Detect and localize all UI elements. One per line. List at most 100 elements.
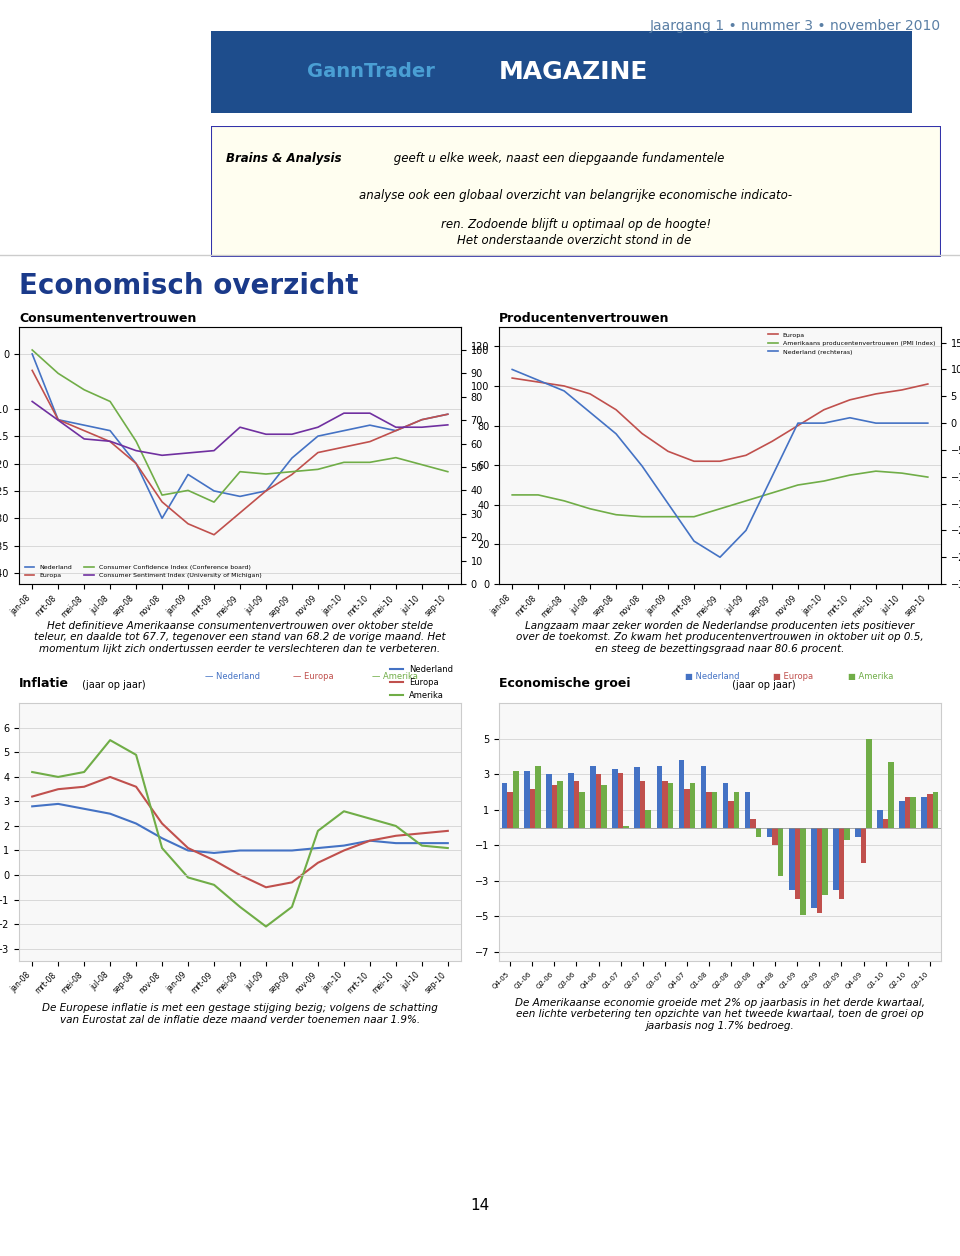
Bar xyxy=(927,794,932,828)
Bar xyxy=(767,828,773,836)
Consumer Confidence Index (Conference board) xyxy=(364,455,375,470)
Europa xyxy=(390,828,401,843)
Line: Nederland: Nederland xyxy=(33,804,447,853)
Text: Economisch overzicht: Economisch overzicht xyxy=(19,271,359,300)
Consumer Sentiment Index (University of Michigan) xyxy=(390,420,401,435)
Bar xyxy=(800,828,805,914)
Amerikaans producentenvertrouwen (PMI Index) xyxy=(636,509,648,524)
Text: Jaargang 1 • nummer 3 • november 2010: Jaargang 1 • nummer 3 • november 2010 xyxy=(650,19,941,33)
Nederland xyxy=(105,423,116,438)
Consumer Confidence Index (Conference board) xyxy=(416,457,427,472)
Europa xyxy=(208,528,220,543)
Consumer Sentiment Index (University of Michigan) xyxy=(286,427,298,442)
Bar xyxy=(778,828,783,875)
Line: Amerikaans producentenvertrouwen (PMI Index): Amerikaans producentenvertrouwen (PMI In… xyxy=(513,471,927,516)
Nederland (rechteras) xyxy=(533,373,544,388)
Europa xyxy=(442,824,453,839)
Text: ren. Zodoende blijft u optimaal op de hoogte!: ren. Zodoende blijft u optimaal op de ho… xyxy=(441,217,711,231)
Bar xyxy=(932,793,938,828)
Nederland (rechteras) xyxy=(662,496,674,511)
Text: GannTrader: GannTrader xyxy=(307,62,435,82)
Amerika xyxy=(131,747,142,762)
Nederland xyxy=(338,423,349,438)
Europa xyxy=(27,789,38,804)
Amerika xyxy=(208,877,220,892)
Consumer Sentiment Index (University of Michigan) xyxy=(156,447,168,462)
Text: ■ Nederland: ■ Nederland xyxy=(684,672,739,682)
Nederland (rechteras) xyxy=(636,458,648,474)
Bar xyxy=(910,798,916,828)
Bar xyxy=(508,793,513,828)
Consumer Confidence Index (Conference board) xyxy=(442,465,453,480)
Europa xyxy=(870,387,881,402)
Consumer Sentiment Index (University of Michigan) xyxy=(338,406,349,421)
Line: Europa: Europa xyxy=(33,777,447,887)
Europa xyxy=(53,412,64,427)
Consumer Confidence Index (Conference board) xyxy=(182,482,194,497)
Amerikaans producentenvertrouwen (PMI Index) xyxy=(559,494,570,509)
Text: analyse ook een globaal overzicht van belangrijke economische indicato-: analyse ook een globaal overzicht van be… xyxy=(359,188,793,202)
Bar xyxy=(596,775,601,828)
Bar xyxy=(574,781,579,828)
Europa xyxy=(79,779,90,794)
Bar xyxy=(733,793,739,828)
Amerikaans producentenvertrouwen (PMI Index) xyxy=(688,509,700,524)
Europa xyxy=(416,825,427,840)
Bar xyxy=(524,771,530,828)
Nederland (rechteras) xyxy=(818,416,829,431)
Amerikaans producentenvertrouwen (PMI Index) xyxy=(585,501,596,516)
Nederland xyxy=(182,843,194,858)
Consumer Sentiment Index (University of Michigan) xyxy=(105,433,116,448)
Europa xyxy=(364,435,375,450)
Europa xyxy=(338,843,349,858)
Consumer Confidence Index (Conference board) xyxy=(131,433,142,448)
Nederland xyxy=(131,456,142,471)
Nederland xyxy=(182,467,194,482)
Bar xyxy=(900,801,905,828)
Legend: Nederland, Europa, Consumer Confidence Index (Conference board), Consumer Sentim: Nederland, Europa, Consumer Confidence I… xyxy=(22,561,264,582)
Nederland (rechteras) xyxy=(585,404,596,420)
Europa xyxy=(662,443,674,458)
Europa xyxy=(312,445,324,460)
Consumer Sentiment Index (University of Michigan) xyxy=(416,420,427,435)
Amerika xyxy=(338,804,349,819)
Bar xyxy=(684,789,689,828)
Bar xyxy=(789,828,795,889)
Text: ■ Europa: ■ Europa xyxy=(773,672,813,682)
Amerika xyxy=(312,824,324,839)
Europa xyxy=(260,484,272,499)
Nederland xyxy=(53,412,64,427)
Text: 14: 14 xyxy=(470,1198,490,1213)
Amerika xyxy=(182,870,194,885)
Nederland xyxy=(208,845,220,860)
Amerikaans producentenvertrouwen (PMI Index) xyxy=(740,494,752,509)
Europa xyxy=(105,770,116,785)
Nederland (rechteras) xyxy=(611,426,622,441)
Amerikaans producentenvertrouwen (PMI Index) xyxy=(766,485,778,500)
Text: ■ Amerika: ■ Amerika xyxy=(848,672,894,682)
Nederland (rechteras) xyxy=(688,534,700,549)
Consumer Sentiment Index (University of Michigan) xyxy=(131,443,142,458)
Bar xyxy=(568,772,574,828)
Nederland xyxy=(260,484,272,499)
Bar xyxy=(751,819,756,828)
Bar xyxy=(701,765,707,828)
Consumer Confidence Index (Conference board) xyxy=(234,465,246,480)
Text: Economische groei: Economische groei xyxy=(499,677,631,691)
Bar xyxy=(640,781,645,828)
FancyBboxPatch shape xyxy=(211,31,912,113)
Nederland xyxy=(364,418,375,433)
Nederland (rechteras) xyxy=(714,550,726,565)
Europa xyxy=(234,505,246,520)
Nederland (rechteras) xyxy=(766,470,778,485)
Bar xyxy=(552,785,557,828)
Bar xyxy=(795,828,800,899)
Bar xyxy=(601,785,607,828)
Nederland xyxy=(286,843,298,858)
Europa xyxy=(844,392,855,407)
Europa xyxy=(559,378,570,393)
Amerika xyxy=(364,811,375,826)
Europa xyxy=(53,781,64,796)
Amerika xyxy=(234,899,246,914)
Nederland xyxy=(442,835,453,850)
